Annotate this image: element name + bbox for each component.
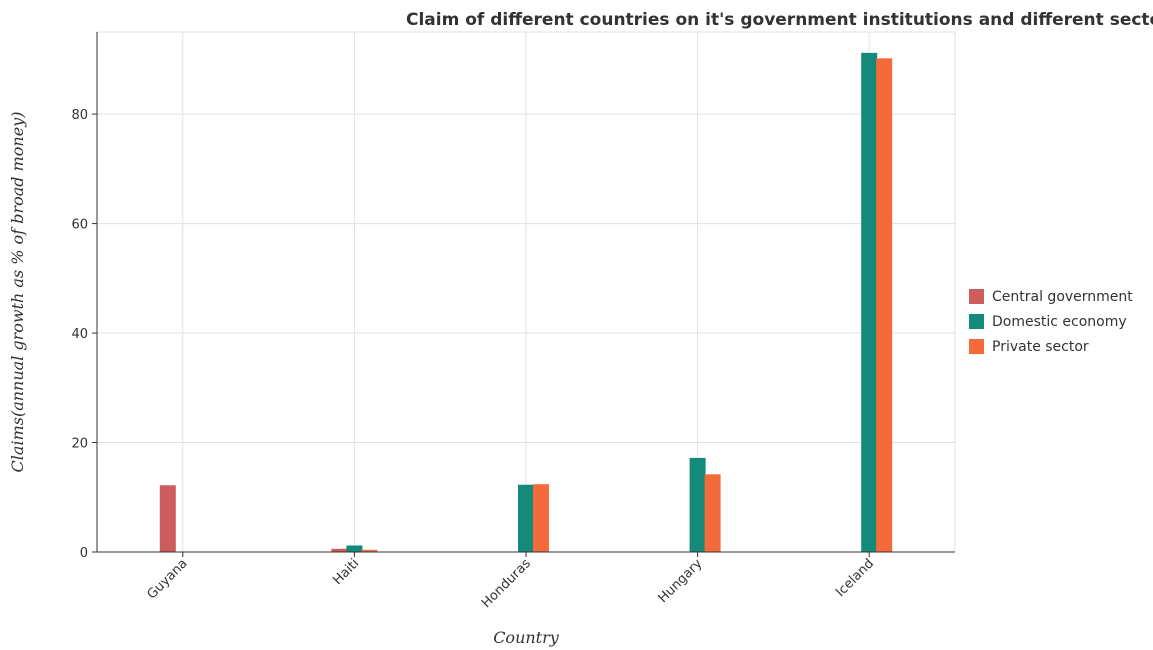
grid [97, 31, 956, 553]
bar-domestic-economy-honduras [518, 484, 534, 553]
chart-title: Claim of different countries on it's gov… [406, 10, 1153, 30]
bar-private-sector-hungary [704, 474, 721, 553]
y-axis-label: Claims(annual growth as % of broad money… [8, 112, 27, 473]
bar-central-government-guyana [159, 485, 176, 553]
legend-label: Central government [992, 289, 1133, 305]
x-tick-label: Iceland [833, 556, 877, 600]
legend: Central government Domestic economy Privat… [969, 289, 1133, 355]
bar-private-sector-iceland [876, 58, 893, 553]
y-tick-label: 0 [80, 546, 88, 561]
x-tick-label: Hungary [656, 556, 706, 606]
legend-label: Domestic economy [992, 314, 1127, 330]
x-tick-label: Honduras [479, 556, 534, 611]
x-tick-label: Haiti [330, 556, 362, 588]
y-tick-label: 60 [71, 218, 88, 233]
y-tick-label: 40 [71, 327, 88, 342]
legend-swatch [969, 289, 984, 304]
y-tick-label: 20 [71, 437, 88, 452]
legend-label: Private sector [992, 339, 1089, 355]
legend-swatch [969, 314, 984, 329]
bar-domestic-economy-haiti [346, 545, 363, 553]
bar-domestic-economy-hungary [689, 457, 706, 553]
x-tick-label: Guyana [145, 556, 191, 602]
y-tick-label: 80 [71, 108, 88, 123]
bar-private-sector-honduras [533, 484, 549, 553]
legend-swatch [969, 339, 984, 354]
x-axis-label: Country [493, 628, 560, 647]
x-ticks: Guyana Haiti Honduras Hungary Iceland [145, 552, 877, 611]
bar-domestic-economy-iceland [861, 52, 878, 553]
y-ticks: 0 20 40 60 80 [71, 108, 97, 561]
